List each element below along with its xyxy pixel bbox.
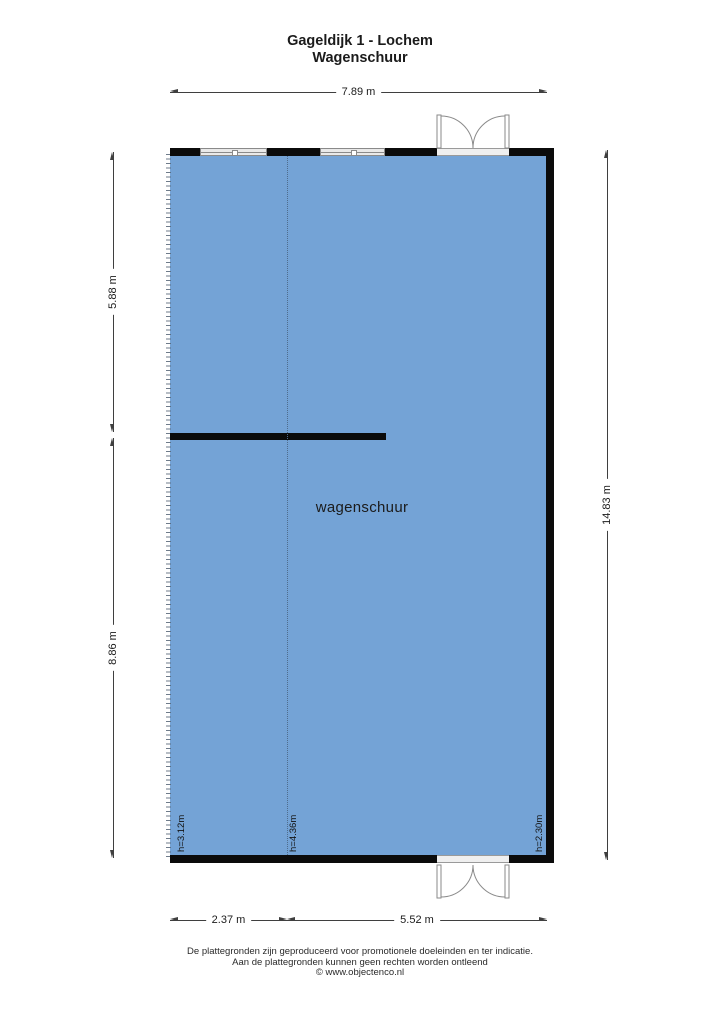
dimension-bottom-left: 2.37 m	[170, 914, 287, 926]
page-title: Gageldijk 1 - Lochem Wagenschuur	[0, 33, 720, 67]
wall-top-3	[385, 148, 437, 156]
height-label-middle: h=4.36m	[288, 814, 299, 852]
arrow-up-icon	[110, 152, 114, 160]
arrow-up-icon	[110, 438, 114, 446]
height-label-right: h=2.30m	[534, 814, 545, 852]
copyright-line: © www.objectenco.nl	[315, 967, 405, 978]
room-floor-area	[170, 150, 554, 861]
arrow-left-icon	[170, 917, 178, 921]
window-top-right-icon	[320, 148, 385, 156]
dimension-left-lower: 8.86 m	[107, 438, 119, 858]
dimension-value: 2.37 m	[205, 914, 252, 926]
arrow-down-icon	[604, 852, 608, 860]
arrow-down-icon	[110, 424, 114, 432]
room-label: wagenschuur	[315, 499, 409, 516]
dimension-value: 8.86 m	[107, 625, 119, 671]
dimension-value: 7.89 m	[335, 86, 382, 98]
dimension-top-width: 7.89 m	[170, 86, 547, 98]
double-swing-door-top-icon	[436, 114, 510, 149]
wall-top-4	[509, 148, 554, 156]
arrow-right-icon	[539, 89, 547, 93]
wall-right	[546, 148, 554, 863]
wall-bottom-1	[170, 855, 437, 863]
height-label-left: h=3.12m	[176, 814, 187, 852]
dimension-bottom-right: 5.52 m	[287, 914, 547, 926]
arrow-down-icon	[110, 850, 114, 858]
arrow-left-icon	[287, 917, 295, 921]
open-wall-left	[166, 154, 171, 857]
door-sill-top	[437, 148, 509, 156]
height-division-line	[287, 156, 288, 855]
dimension-value: 5.88 m	[107, 269, 119, 315]
dimension-right-total: 14.83 m	[601, 150, 613, 860]
wall-bottom-2	[509, 855, 554, 863]
disclaimer-line2: Aan de plattegronden kunnen geen rechten…	[232, 956, 488, 968]
dimension-value: 14.83 m	[601, 479, 613, 531]
arrow-up-icon	[604, 150, 608, 158]
disclaimer-line1: De plattegronden zijn geproduceerd voor …	[187, 946, 533, 957]
footer-disclaimer: De plattegronden zijn geproduceerd voor …	[0, 946, 720, 979]
wall-top-2	[267, 148, 320, 156]
dimension-left-upper: 5.88 m	[107, 152, 119, 432]
dimension-value: 5.52 m	[394, 914, 440, 926]
arrow-left-icon	[170, 89, 178, 93]
title-subtitle: Wagenschuur	[312, 50, 408, 66]
double-swing-door-bottom-icon	[436, 864, 510, 899]
interior-wall	[170, 433, 386, 440]
title-address: Gageldijk 1 - Lochem	[287, 33, 433, 49]
door-sill-bottom	[437, 855, 509, 863]
window-top-left-icon	[200, 148, 267, 156]
wall-top-1	[170, 148, 200, 156]
arrow-right-icon	[279, 917, 287, 921]
arrow-right-icon	[539, 917, 547, 921]
